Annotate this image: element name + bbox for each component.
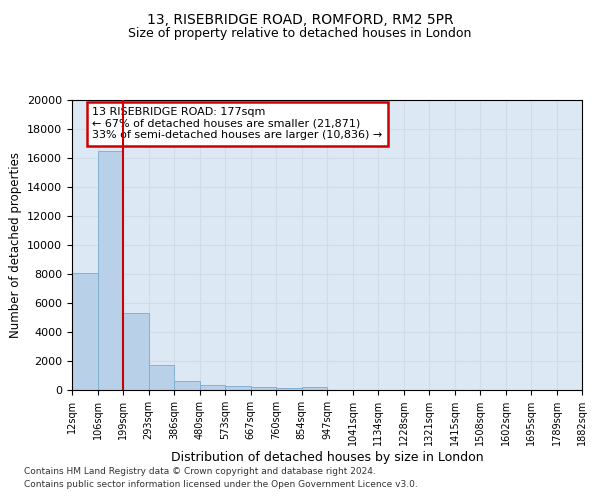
Text: Size of property relative to detached houses in London: Size of property relative to detached ho… (128, 28, 472, 40)
Y-axis label: Number of detached properties: Number of detached properties (8, 152, 22, 338)
X-axis label: Distribution of detached houses by size in London: Distribution of detached houses by size … (170, 451, 484, 464)
Bar (251, 387, 276, 390)
Bar (149, 364, 174, 390)
Bar (174, 380, 199, 390)
Bar (276, 388, 302, 390)
Text: 13, RISEBRIDGE ROAD, ROMFORD, RM2 5PR: 13, RISEBRIDGE ROAD, ROMFORD, RM2 5PR (146, 12, 454, 26)
Text: Contains HM Land Registry data © Crown copyright and database right 2024.: Contains HM Land Registry data © Crown c… (24, 468, 376, 476)
Bar (97, 151, 123, 390)
Bar (302, 387, 327, 390)
Bar (199, 385, 225, 390)
Text: 13 RISEBRIDGE ROAD: 177sqm
← 67% of detached houses are smaller (21,871)
33% of : 13 RISEBRIDGE ROAD: 177sqm ← 67% of deta… (92, 108, 383, 140)
Bar (72, 272, 97, 390)
Bar (123, 313, 149, 390)
Text: Contains public sector information licensed under the Open Government Licence v3: Contains public sector information licen… (24, 480, 418, 489)
Bar (225, 386, 251, 390)
